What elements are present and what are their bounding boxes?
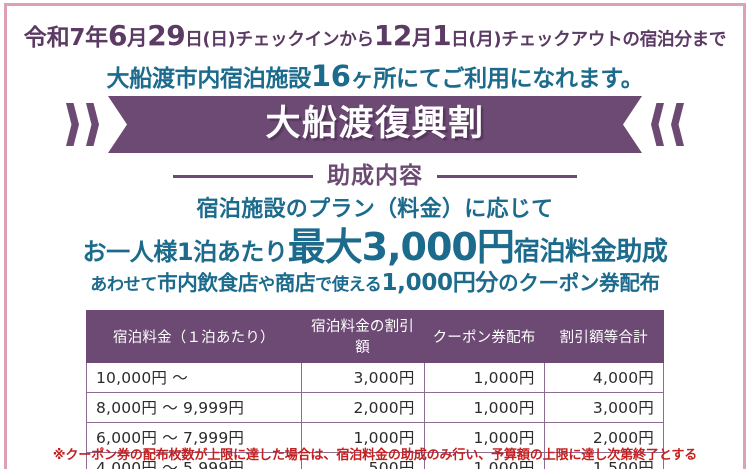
title-banner: 大船渡復興割 [0,96,750,153]
cell-coupon: 1,000円 [423,362,545,393]
cell-total: 2,000円 [543,422,665,453]
banner-title: 大船渡復興割 [265,104,485,144]
table-header-row: 宿泊料金（１泊あたり） 宿泊料金の割引額 クーポン券配布 割引額等合計 [86,310,665,363]
checkout-weekday: 日(月) [451,30,502,50]
cell-lodging-fee: 8,000円 ～ 9,999円 [86,392,302,423]
coupon-line: あわせて市内飲食店や商店で使える1,000円分のクーポン券配布 [0,272,750,295]
subsidy-heading-label: 助成内容 [327,162,423,189]
max-amount: 最大3,000円 [287,225,515,269]
cell-discount: 1,000円 [300,422,425,453]
era-year: 令和7年 [23,25,108,51]
chevron-right-icon [86,103,99,146]
checkin-weekday: 日(日) [185,30,236,50]
table-row: 4,000円 ～ 5,999円 500円 1,000円 1,500円 [86,452,665,469]
cell-discount: 500円 [300,452,425,469]
cell-coupon: 1,000円 [423,452,545,469]
coupon-part4: 商店 [274,271,316,295]
cell-coupon: 1,000円 [423,392,545,423]
chevron-right-icon [66,103,79,146]
cell-total: 1,500円 [543,452,665,469]
subsidy-tail: 宿泊料金助成 [513,237,668,267]
checkin-text: チェックインから [235,30,374,50]
chevron-left-icon [671,103,684,146]
cell-lodging-fee: 4,000円 ～ 5,999円 [86,452,302,469]
subsidy-table-wrapper: 宿泊料金（１泊あたり） 宿泊料金の割引額 クーポン券配布 割引額等合計 10,0… [86,310,665,469]
table-row: 6,000円 ～ 7,999円 1,000円 1,000円 2,000円 [86,422,665,453]
month-label-1: 月 [126,26,148,50]
banner-band [108,96,642,153]
checkout-text: チェックアウトの宿泊分まで [501,30,727,50]
checkout-month: 12 [373,19,412,52]
facility-count-line: 大船渡市内宿泊施設16ヶ所にてご利用になれます。 [0,62,750,91]
facility-prefix: 大船渡市内宿泊施設 [106,66,312,92]
coupon-part2: 市内飲食店 [157,271,259,295]
campaign-date-line: 令和7年6月29日(日)チェックインから12月1日(月)チェックアウトの宿泊分ま… [0,22,750,50]
cell-lodging-fee: 6,000円 ～ 7,999円 [86,422,302,453]
subsidy-heading: 助成内容 [0,162,750,190]
max-subsidy-line: お一人様1泊あたり最大3,000円宿泊料金助成 [0,228,750,266]
cell-total: 4,000円 [543,362,665,393]
subsidy-table: 宿泊料金（１泊あたり） 宿泊料金の割引額 クーポン券配布 割引額等合計 10,0… [86,310,665,469]
cell-lodging-fee: 10,000円 ～ [86,362,302,393]
coupon-amount: 1,000円分 [381,270,499,296]
coupon-part3: や [258,275,275,295]
cell-coupon: 1,000円 [423,422,545,453]
chevron-left-icon [651,103,664,146]
cell-discount: 3,000円 [300,362,425,393]
column-header-total: 割引額等合計 [543,310,665,363]
footnote-text: ※クーポン券の配布枚数が上限に達した場合は、宿泊料金の助成のみ行い、予算額の上限… [52,448,698,463]
cell-total: 3,000円 [543,392,665,423]
facility-count: 16 [310,59,351,93]
table-row: 10,000円 ～ 3,000円 1,000円 4,000円 [86,362,665,393]
per-person-lead: お一人様1泊あたり [82,238,289,266]
checkin-month: 6 [107,19,127,52]
heading-rule-left [173,174,313,178]
plan-condition-line: 宿泊施設のプラン（料金）に応じて [196,197,554,222]
coupon-part1: あわせて [90,275,158,295]
facility-suffix: ヶ所にてご利用になれます。 [350,66,644,92]
checkout-day: 1 [432,19,452,52]
checkin-day: 29 [147,19,186,52]
coupon-part5: で使える [315,275,382,295]
column-header-lodging-fee: 宿泊料金（１泊あたり） [86,310,302,363]
heading-rule-right [437,174,577,178]
column-header-coupon: クーポン券配布 [423,310,545,363]
table-row: 8,000円 ～ 9,999円 2,000円 1,000円 3,000円 [86,392,665,423]
coupon-part6: のクーポン券配布 [498,271,660,295]
month-label-2: 月 [411,26,433,50]
column-header-discount: 宿泊料金の割引額 [300,310,425,363]
cell-discount: 2,000円 [300,392,425,423]
